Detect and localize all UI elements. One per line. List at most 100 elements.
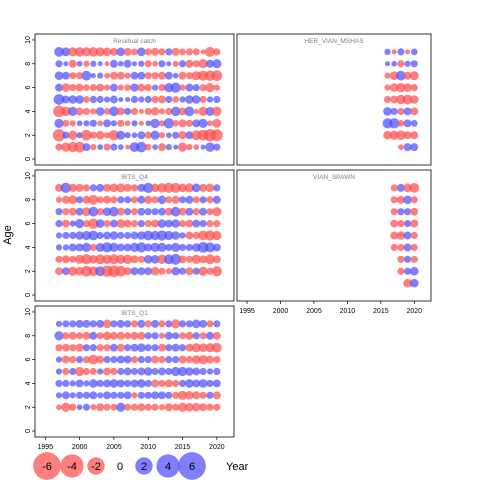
residual-point <box>55 379 63 387</box>
residual-point <box>213 367 221 376</box>
residual-point <box>206 96 214 103</box>
residual-point <box>164 219 173 228</box>
residual-point <box>109 206 119 217</box>
residual-point <box>178 207 187 216</box>
residual-point <box>55 267 63 276</box>
residual-point <box>69 84 77 92</box>
residual-point <box>144 320 152 328</box>
residual-point <box>404 60 411 67</box>
residual-point <box>212 379 221 388</box>
residual-point <box>103 143 111 151</box>
bubbles <box>54 319 222 412</box>
residual-point <box>81 129 92 141</box>
residual-point <box>88 218 99 229</box>
residual-point <box>164 403 173 412</box>
residual-point <box>403 83 412 92</box>
residual-point <box>102 254 112 264</box>
residual-point <box>130 208 139 216</box>
residual-point <box>172 119 180 127</box>
residual-point <box>82 344 91 352</box>
residual-point <box>61 195 70 204</box>
y-tick-label: 10 <box>25 36 32 44</box>
residual-point <box>62 131 70 139</box>
residual-point <box>131 61 138 67</box>
legend-label: 6 <box>189 461 195 473</box>
residual-point <box>117 119 125 127</box>
residual-point <box>54 331 64 341</box>
residual-point <box>54 118 64 128</box>
residual-point <box>124 344 132 352</box>
residual-point <box>69 392 76 399</box>
panel-2: IBTS_Q4 <box>34 169 235 302</box>
residual-point <box>144 131 152 139</box>
residual-point <box>75 231 84 240</box>
residual-point <box>151 355 160 364</box>
residual-point <box>96 231 104 240</box>
residual-point <box>103 183 112 192</box>
residual-point <box>403 278 412 288</box>
residual-point <box>389 71 399 80</box>
panel-1: HER_VIAN_MSHAS <box>236 33 432 166</box>
residual-point <box>158 356 166 364</box>
residual-point <box>171 366 181 377</box>
residual-point <box>199 332 207 340</box>
residual-point <box>178 243 187 251</box>
residual-point <box>130 71 139 80</box>
residual-point <box>144 143 152 151</box>
y-tick-label: 8 <box>25 334 32 338</box>
residual-point <box>75 243 84 252</box>
residual-point <box>170 182 181 193</box>
residual-point <box>104 61 110 67</box>
residual-point <box>213 143 221 151</box>
legend-label: -4 <box>67 461 77 473</box>
residual-point <box>179 96 186 103</box>
x-tick-label: 2005 <box>106 444 122 451</box>
residual-point <box>192 208 200 216</box>
residual-point <box>409 95 419 104</box>
residual-point <box>178 196 187 204</box>
residual-point <box>192 332 200 340</box>
residual-point <box>212 230 222 241</box>
residual-point <box>171 266 180 276</box>
residual-point <box>95 130 105 140</box>
residual-point <box>178 107 187 116</box>
residual-point <box>90 108 97 115</box>
residual-point <box>396 183 405 192</box>
residual-point <box>130 83 139 92</box>
residual-point <box>165 320 173 328</box>
residual-point <box>83 120 90 127</box>
residual-point <box>124 379 132 387</box>
residual-point <box>158 267 166 275</box>
residual-point <box>409 182 420 193</box>
residual-point <box>55 320 63 327</box>
x-tick-label: 2015 <box>175 444 191 451</box>
residual-point <box>390 243 398 251</box>
residual-point <box>117 231 125 240</box>
residual-point <box>211 70 223 82</box>
residual-point <box>193 144 200 150</box>
residual-point <box>200 49 206 55</box>
residual-point <box>89 344 97 352</box>
residual-point <box>410 107 419 116</box>
residual-point <box>213 184 221 192</box>
residual-point <box>144 195 153 204</box>
residual-point <box>212 255 221 264</box>
residual-point <box>143 367 153 376</box>
residual-point <box>130 255 139 264</box>
residual-point <box>150 242 160 253</box>
residual-point <box>55 244 63 251</box>
residual-point <box>151 47 160 56</box>
residual-point <box>403 119 412 128</box>
residual-point <box>103 108 111 115</box>
residual-point <box>389 83 399 92</box>
residual-point <box>212 59 222 69</box>
residual-point <box>55 392 63 399</box>
residual-point <box>137 379 146 388</box>
residual-point <box>165 95 173 104</box>
residual-point <box>403 183 412 193</box>
residual-point <box>74 218 85 229</box>
residual-point <box>103 84 111 91</box>
residual-point <box>158 60 166 68</box>
residual-point <box>206 355 214 364</box>
